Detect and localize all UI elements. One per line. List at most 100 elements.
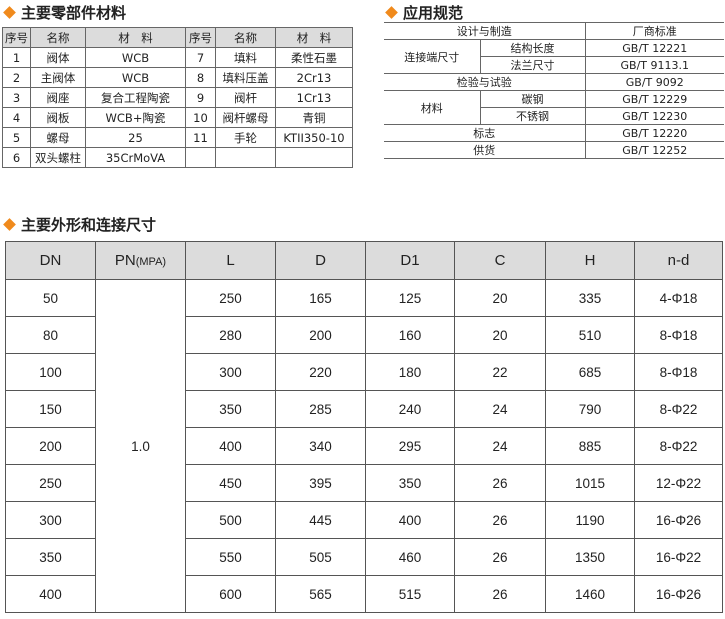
dims-cell: 400	[185, 427, 276, 465]
table-row: 80 280 200 160 20 510 8-Φ18	[5, 316, 723, 354]
spec-std: GB/T 12229	[585, 90, 724, 108]
dims-cell: 200	[5, 427, 96, 465]
dims-cell: 460	[365, 538, 455, 576]
dims-cell: 600	[185, 575, 276, 613]
parts-cell	[185, 147, 216, 168]
dims-cell: 200	[275, 316, 366, 354]
dims-cell: 395	[275, 464, 366, 502]
parts-cell: 3	[2, 87, 31, 108]
parts-cell: 螺母	[30, 127, 86, 148]
header-dn: DN	[5, 241, 96, 280]
table-row: 6 双头螺柱 35CrMoVA	[2, 147, 353, 168]
dims-cell: 26	[454, 575, 546, 613]
specs-section-title: 应用规范	[384, 2, 463, 23]
diamond-bullet-icon	[3, 6, 16, 19]
dims-cell: 500	[185, 501, 276, 539]
dims-cell: 165	[275, 279, 366, 317]
parts-cell	[215, 147, 276, 168]
dims-cell: 1350	[545, 538, 635, 576]
diamond-bullet-icon	[3, 218, 16, 231]
dims-cell: 280	[185, 316, 276, 354]
header-pn-unit: (MPA)	[135, 256, 167, 268]
parts-header-cell: 名称	[30, 27, 86, 48]
spec-header-left: 设计与制造	[384, 22, 586, 40]
parts-section-title: 主要零部件材料	[2, 2, 126, 23]
spec-std: GB/T 12230	[585, 107, 724, 125]
parts-cell: 6	[2, 147, 31, 168]
dims-title-text: 主要外形和连接尺寸	[21, 216, 157, 234]
parts-cell: 7	[185, 47, 216, 68]
table-row: 标志 GB/T 12220	[384, 124, 724, 142]
dims-cell: 300	[185, 353, 276, 391]
dims-cell: 8-Φ18	[634, 316, 723, 354]
dims-cell: 250	[5, 464, 96, 502]
dims-cell: 80	[5, 316, 96, 354]
parts-cell: WCB	[85, 67, 186, 88]
parts-material-table: 序号 名称材 料序号 名称材 料 1 阀体 WCB 7 填料 柔性石墨 2 主阀体 WCB 8 填料压盖…	[2, 27, 353, 168]
dims-cell: 8-Φ18	[634, 353, 723, 391]
parts-cell: 35CrMoVA	[85, 147, 186, 168]
spec-cell: 碳钢	[480, 90, 586, 108]
dims-cell: 240	[365, 390, 455, 428]
header-l: L	[185, 241, 276, 280]
parts-cell: 25	[85, 127, 186, 148]
dims-cell: 450	[185, 464, 276, 502]
header-c: C	[454, 241, 546, 280]
diamond-bullet-icon	[385, 6, 398, 19]
dims-cell: 350	[185, 390, 276, 428]
spec-std: GB/T 12252	[585, 141, 724, 159]
dims-cell: 340	[275, 427, 366, 465]
dims-cell: 100	[5, 353, 96, 391]
parts-cell: 阀板	[30, 107, 86, 128]
dims-cell: 250	[185, 279, 276, 317]
parts-cell: 2	[2, 67, 31, 88]
spec-cell: 法兰尺寸	[480, 56, 586, 74]
dims-cell: 4-Φ18	[634, 279, 723, 317]
parts-cell: 阀杆	[215, 87, 276, 108]
parts-header-cell: 材 料	[85, 27, 186, 48]
dims-cell: 150	[5, 390, 96, 428]
header-pn-text: PN	[114, 252, 136, 269]
dims-cell: 180	[365, 353, 455, 391]
parts-cell: 主阀体	[30, 67, 86, 88]
spec-cell: 连接端尺寸	[384, 39, 481, 74]
spec-cell: 供货	[384, 141, 586, 159]
parts-header-cell: 名称	[215, 27, 276, 48]
table-row: 连接端尺寸 结构长度 GB/T 12221	[384, 39, 724, 74]
dims-cell: 505	[275, 538, 366, 576]
dims-cell: 24	[454, 390, 546, 428]
parts-cell: 5	[2, 127, 31, 148]
dims-cell: 220	[275, 353, 366, 391]
table-row: 300 500 445 400 26 1190 16-Φ26	[5, 501, 723, 539]
table-row: 材料 碳钢 GB/T 12229	[384, 90, 724, 125]
spec-cell: 材料	[384, 90, 481, 125]
parts-cell: 复合工程陶瓷	[85, 87, 186, 108]
spec-cell: 不锈钢	[480, 107, 586, 125]
parts-cell: WCB+陶瓷	[85, 107, 186, 128]
parts-cell: KTII350-10	[275, 127, 353, 148]
table-row: 2 主阀体 WCB 8 填料压盖 2Cr13	[2, 67, 353, 88]
parts-cell: 8	[185, 67, 216, 88]
dims-cell: 550	[185, 538, 276, 576]
dims-cell: 20	[454, 316, 546, 354]
dims-cell: 400	[5, 575, 96, 613]
table-row: 不锈钢 GB/T 12230	[384, 107, 724, 125]
dims-cell: 285	[275, 390, 366, 428]
parts-cell: 2Cr13	[275, 67, 353, 88]
dims-cell: 20	[454, 279, 546, 317]
parts-cell: 填料压盖	[215, 67, 276, 88]
spec-std: GB/T 12220	[585, 124, 724, 142]
parts-cell: 10	[185, 107, 216, 128]
dims-cell: 22	[454, 353, 546, 391]
dims-cell: 790	[545, 390, 635, 428]
dims-header-row: DN PN(MPA) L D D1 C H n-d	[5, 241, 723, 280]
spec-std: GB/T 12221	[585, 39, 724, 57]
header-n-d: n-d	[634, 241, 723, 280]
dims-cell: 8-Φ22	[634, 427, 723, 465]
parts-cell: 阀座	[30, 87, 86, 108]
table-row: 1 阀体 WCB 7 填料 柔性石墨	[2, 47, 353, 68]
specs-title-text: 应用规范	[403, 4, 464, 22]
dims-cell: 445	[275, 501, 366, 539]
dims-cell: 50	[5, 279, 96, 317]
dims-section-title: 主要外形和连接尺寸	[2, 214, 156, 235]
